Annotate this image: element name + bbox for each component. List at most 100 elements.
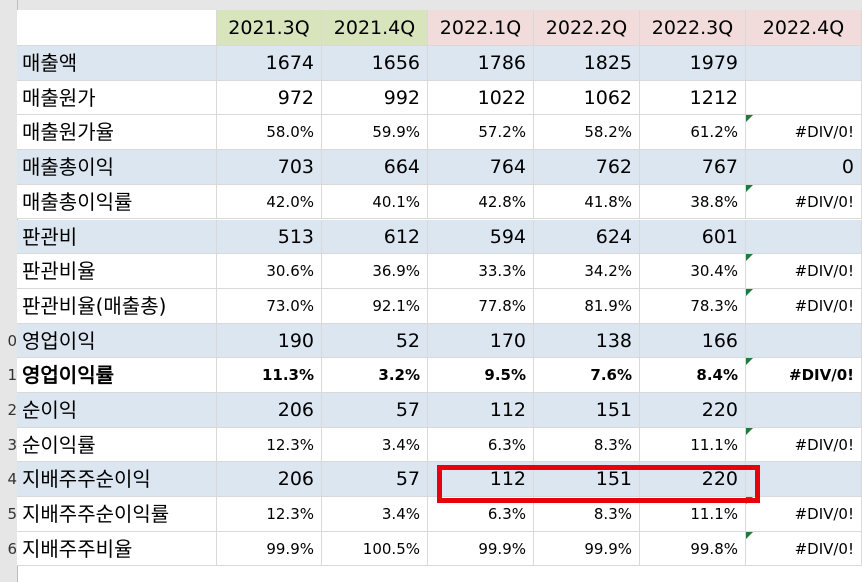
header-cell-quarter[interactable]: 2022.3Q [640, 10, 746, 46]
value-cell[interactable]: 7.6% [534, 358, 640, 393]
value-cell[interactable]: 36.9% [322, 254, 428, 289]
header-cell-quarter[interactable]: 2022.4Q [746, 10, 862, 46]
value-cell[interactable]: 166 [640, 323, 746, 359]
row-label-cell[interactable]: 지배주주비율 [17, 531, 217, 567]
value-cell[interactable]: 601 [640, 219, 746, 255]
row-label-cell[interactable]: 영업이익 [17, 323, 217, 359]
value-cell[interactable]: #DIV/0! [746, 115, 862, 151]
value-cell[interactable]: 81.9% [534, 288, 640, 324]
value-cell[interactable]: 3.2% [322, 358, 428, 393]
row-label-cell[interactable]: 순이익률 [17, 427, 217, 463]
value-cell[interactable]: 972 [217, 80, 322, 116]
value-cell[interactable]: 77.8% [428, 288, 534, 324]
value-cell[interactable]: 3.4% [322, 497, 428, 532]
value-cell[interactable] [746, 462, 862, 498]
header-cell-quarter[interactable]: 2022.2Q [534, 10, 640, 46]
value-cell[interactable]: #DIV/0! [746, 358, 862, 393]
value-cell[interactable]: 57 [322, 393, 428, 428]
value-cell[interactable]: 99.9% [534, 531, 640, 567]
value-cell[interactable]: 11.1% [640, 427, 746, 463]
value-cell[interactable]: 34.2% [534, 254, 640, 289]
value-cell[interactable]: 58.0% [217, 115, 322, 151]
row-number[interactable] [0, 220, 17, 255]
row-number[interactable]: 5 [7, 505, 17, 524]
value-cell[interactable]: 112 [428, 393, 534, 428]
value-cell[interactable]: 220 [640, 393, 746, 428]
value-cell[interactable]: 59.9% [322, 115, 428, 151]
value-cell[interactable]: 0 [746, 150, 862, 185]
value-cell[interactable] [746, 219, 862, 255]
row-number[interactable]: 2 [7, 401, 17, 419]
value-cell[interactable]: 1825 [534, 46, 640, 81]
row-number[interactable] [0, 289, 17, 324]
value-cell[interactable]: 92.1% [322, 288, 428, 324]
row-label-cell[interactable]: 판관비율 [17, 254, 217, 289]
row-label-cell[interactable]: 판관비 [17, 219, 217, 255]
value-cell[interactable]: 99.9% [217, 531, 322, 567]
value-cell[interactable]: 57 [322, 462, 428, 498]
value-cell[interactable]: 61.2% [640, 115, 746, 151]
value-cell[interactable]: 703 [217, 150, 322, 185]
value-cell[interactable]: 6.3% [428, 427, 534, 463]
header-cell-quarter[interactable]: 2022.1Q [428, 10, 534, 46]
value-cell[interactable]: 8.3% [534, 427, 640, 463]
value-cell[interactable]: 38.8% [640, 184, 746, 220]
row-number[interactable] [0, 46, 17, 81]
value-cell[interactable]: 206 [217, 462, 322, 498]
row-label-cell[interactable]: 판관비율(매출총) [17, 288, 217, 324]
value-cell[interactable] [746, 393, 862, 428]
value-cell[interactable]: 12.3% [217, 497, 322, 532]
row-label-cell[interactable]: 순이익 [17, 393, 217, 428]
value-cell[interactable]: 58.2% [534, 115, 640, 151]
value-cell[interactable]: #DIV/0! [746, 531, 862, 567]
value-cell[interactable]: 1656 [322, 46, 428, 81]
value-cell[interactable]: 992 [322, 80, 428, 116]
value-cell[interactable]: 1979 [640, 46, 746, 81]
value-cell[interactable]: 8.4% [640, 358, 746, 393]
value-cell[interactable]: 73.0% [217, 288, 322, 324]
value-cell[interactable]: 138 [534, 323, 640, 359]
row-label-cell[interactable]: 매출원가율 [17, 115, 217, 151]
value-cell[interactable]: 1022 [428, 80, 534, 116]
value-cell[interactable]: 1674 [217, 46, 322, 81]
row-number[interactable] [0, 115, 17, 150]
row-number[interactable] [0, 81, 17, 116]
value-cell[interactable]: 513 [217, 219, 322, 255]
value-cell[interactable]: 11.3% [217, 358, 322, 393]
value-cell[interactable]: 30.4% [640, 254, 746, 289]
value-cell[interactable] [746, 80, 862, 116]
value-cell[interactable]: 42.0% [217, 184, 322, 220]
value-cell[interactable]: 12.3% [217, 427, 322, 463]
value-cell[interactable]: 612 [322, 219, 428, 255]
value-cell[interactable]: 99.9% [428, 531, 534, 567]
row-label-cell[interactable]: 매출원가 [17, 80, 217, 116]
value-cell[interactable]: 6.3% [428, 497, 534, 532]
header-cell-quarter[interactable]: 2021.3Q [217, 10, 322, 46]
value-cell[interactable]: #DIV/0! [746, 427, 862, 463]
value-cell[interactable]: #DIV/0! [746, 497, 862, 532]
value-cell[interactable]: #DIV/0! [746, 288, 862, 324]
value-cell[interactable]: 206 [217, 393, 322, 428]
header-cell-empty[interactable] [17, 10, 217, 46]
value-cell[interactable]: 52 [322, 323, 428, 359]
value-cell[interactable]: 1212 [640, 80, 746, 116]
value-cell[interactable]: 9.5% [428, 358, 534, 393]
value-cell[interactable]: 112 [428, 462, 534, 498]
value-cell[interactable]: 40.1% [322, 184, 428, 220]
value-cell[interactable]: 764 [428, 150, 534, 185]
value-cell[interactable]: 762 [534, 150, 640, 185]
value-cell[interactable]: 8.3% [534, 497, 640, 532]
row-number[interactable]: 1 [7, 366, 17, 385]
value-cell[interactable]: 11.1% [640, 497, 746, 532]
value-cell[interactable]: 151 [534, 462, 640, 498]
row-number[interactable] [0, 150, 17, 185]
value-cell[interactable]: 3.4% [322, 427, 428, 463]
value-cell[interactable]: 99.8% [640, 531, 746, 567]
value-cell[interactable]: 78.3% [640, 288, 746, 324]
row-label-cell[interactable]: 지배주주순이익률 [17, 497, 217, 532]
value-cell[interactable]: 42.8% [428, 184, 534, 220]
value-cell[interactable]: 30.6% [217, 254, 322, 289]
row-label-cell[interactable]: 매출총이익률 [17, 184, 217, 220]
value-cell[interactable]: 100.5% [322, 531, 428, 567]
value-cell[interactable]: 57.2% [428, 115, 534, 151]
